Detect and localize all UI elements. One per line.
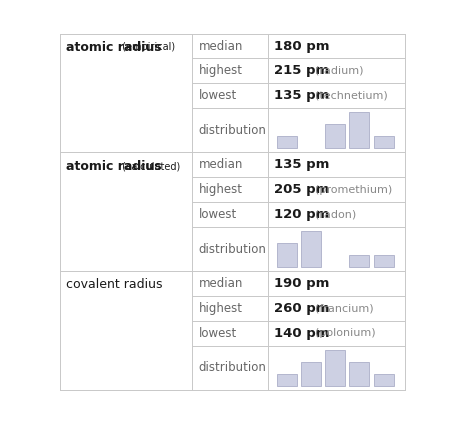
Text: (francium): (francium): [308, 304, 373, 313]
Text: (polonium): (polonium): [308, 328, 375, 338]
Bar: [301, 231, 321, 267]
Text: 135 pm: 135 pm: [274, 158, 330, 171]
Text: covalent radius: covalent radius: [65, 278, 162, 291]
Text: (calculated): (calculated): [119, 161, 180, 171]
Bar: [350, 112, 370, 149]
Text: 205 pm: 205 pm: [274, 183, 330, 196]
Text: lowest: lowest: [198, 89, 237, 102]
Bar: [276, 136, 296, 149]
Text: atomic radius: atomic radius: [65, 160, 161, 172]
Bar: [301, 362, 321, 386]
Text: 215 pm: 215 pm: [274, 65, 330, 77]
Text: 120 pm: 120 pm: [274, 208, 330, 221]
Bar: [350, 362, 370, 386]
Text: (technetium): (technetium): [308, 91, 387, 101]
Bar: [325, 350, 345, 386]
Text: (empirical): (empirical): [119, 42, 175, 52]
Text: (radium): (radium): [308, 66, 363, 76]
Text: lowest: lowest: [198, 208, 237, 221]
Text: distribution: distribution: [198, 124, 266, 137]
Text: median: median: [198, 40, 243, 53]
Text: highest: highest: [198, 183, 242, 196]
Text: 260 pm: 260 pm: [274, 302, 330, 315]
Text: distribution: distribution: [198, 362, 266, 374]
Text: 190 pm: 190 pm: [274, 277, 330, 290]
Text: highest: highest: [198, 65, 242, 77]
Text: distribution: distribution: [198, 243, 266, 255]
Bar: [276, 374, 296, 386]
Text: (promethium): (promethium): [308, 185, 392, 194]
Text: 140 pm: 140 pm: [274, 327, 330, 340]
Text: 135 pm: 135 pm: [274, 89, 330, 102]
Text: (radon): (radon): [308, 210, 356, 220]
Text: atomic radius: atomic radius: [65, 41, 161, 54]
Text: lowest: lowest: [198, 327, 237, 340]
Bar: [350, 255, 370, 267]
Text: highest: highest: [198, 302, 242, 315]
Bar: [276, 243, 296, 267]
Bar: [374, 255, 394, 267]
Bar: [374, 136, 394, 149]
Text: median: median: [198, 158, 243, 171]
Bar: [325, 124, 345, 149]
Text: 180 pm: 180 pm: [274, 40, 330, 53]
Text: median: median: [198, 277, 243, 290]
Bar: [374, 374, 394, 386]
